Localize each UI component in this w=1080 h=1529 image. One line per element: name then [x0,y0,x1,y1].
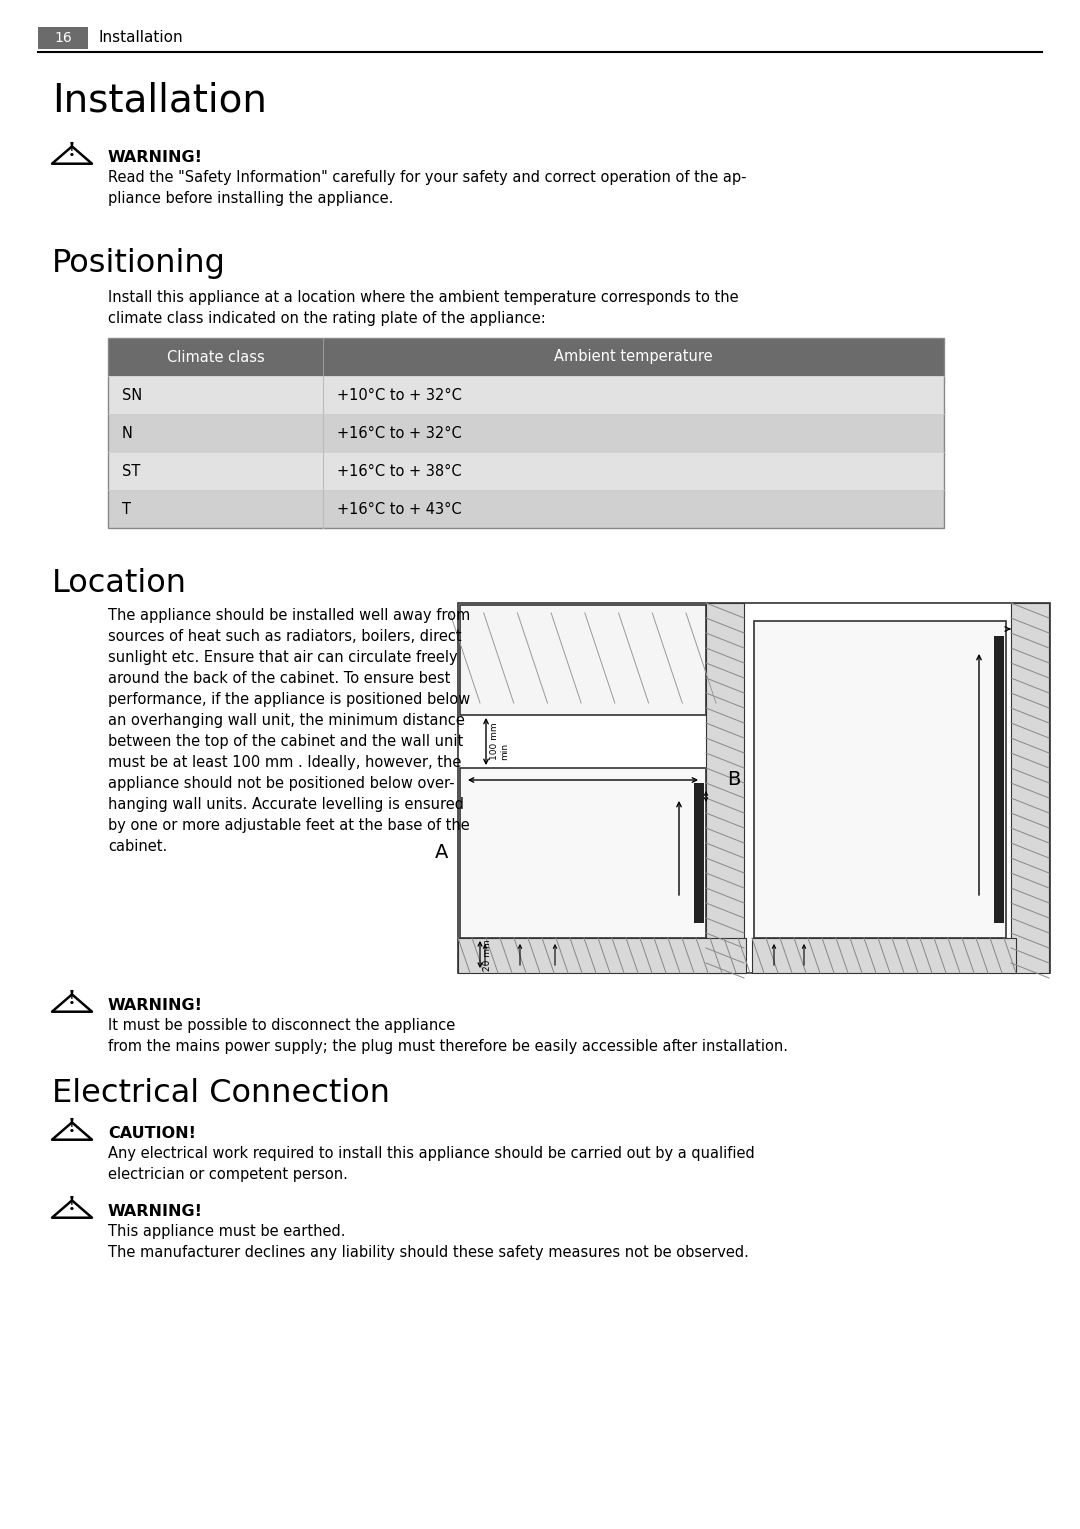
Bar [994,636,1004,924]
Text: N: N [122,425,133,440]
Text: +16°C to + 32°C: +16°C to + 32°C [337,425,462,440]
Text: 16: 16 [54,31,72,44]
Text: Location: Location [52,567,187,599]
Text: Electrical Connection: Electrical Connection [52,1078,390,1109]
Text: SN: SN [122,387,143,402]
Text: B: B [727,771,741,789]
Text: CAUTION!: CAUTION! [108,1125,195,1141]
Text: It must be possible to disconnect the appliance
from the mains power supply; the: It must be possible to disconnect the ap… [108,1018,788,1053]
Text: WARNING!: WARNING! [108,1203,203,1219]
Bar [108,338,944,376]
Bar [108,414,944,453]
Bar [460,605,706,716]
Bar [458,602,1050,972]
Text: Positioning: Positioning [52,248,226,278]
Text: Installation: Installation [52,83,267,119]
Bar [1011,602,1049,972]
Bar [752,937,1016,972]
Text: !: ! [68,1196,76,1214]
Text: +16°C to + 43°C: +16°C to + 43°C [337,502,461,517]
Text: Climate class: Climate class [166,350,265,364]
Text: +10°C to + 32°C: +10°C to + 32°C [337,387,462,402]
Bar [460,768,706,937]
Text: Any electrical work required to install this appliance should be carried out by : Any electrical work required to install … [108,1147,755,1182]
Text: Installation: Installation [98,31,183,46]
Text: A: A [435,844,448,862]
Text: Install this appliance at a location where the ambient temperature corresponds t: Install this appliance at a location whe… [108,291,739,326]
Text: 100 mm
min: 100 mm min [490,723,510,760]
Text: ST: ST [122,463,140,479]
Text: The appliance should be installed well away from
sources of heat such as radiato: The appliance should be installed well a… [108,609,470,855]
Text: Ambient temperature: Ambient temperature [554,350,713,364]
Bar [754,621,1005,937]
Text: WARNING!: WARNING! [108,998,203,1014]
Bar [108,376,944,414]
Text: !: ! [68,989,76,1008]
Bar [108,453,944,489]
Text: This appliance must be earthed.
The manufacturer declines any liability should t: This appliance must be earthed. The manu… [108,1225,748,1260]
Text: !: ! [68,142,76,159]
Text: 20 mm: 20 mm [483,940,492,971]
Bar [458,937,746,972]
Text: WARNING!: WARNING! [108,150,203,165]
Text: T: T [122,502,131,517]
Bar [108,489,944,528]
Text: Read the "Safety Information" carefully for your safety and correct operation of: Read the "Safety Information" carefully … [108,170,746,206]
Bar [694,783,704,924]
Bar [706,602,744,972]
Text: !: ! [68,1118,76,1136]
Text: +16°C to + 38°C: +16°C to + 38°C [337,463,461,479]
Bar [108,338,944,528]
Bar [38,28,87,49]
